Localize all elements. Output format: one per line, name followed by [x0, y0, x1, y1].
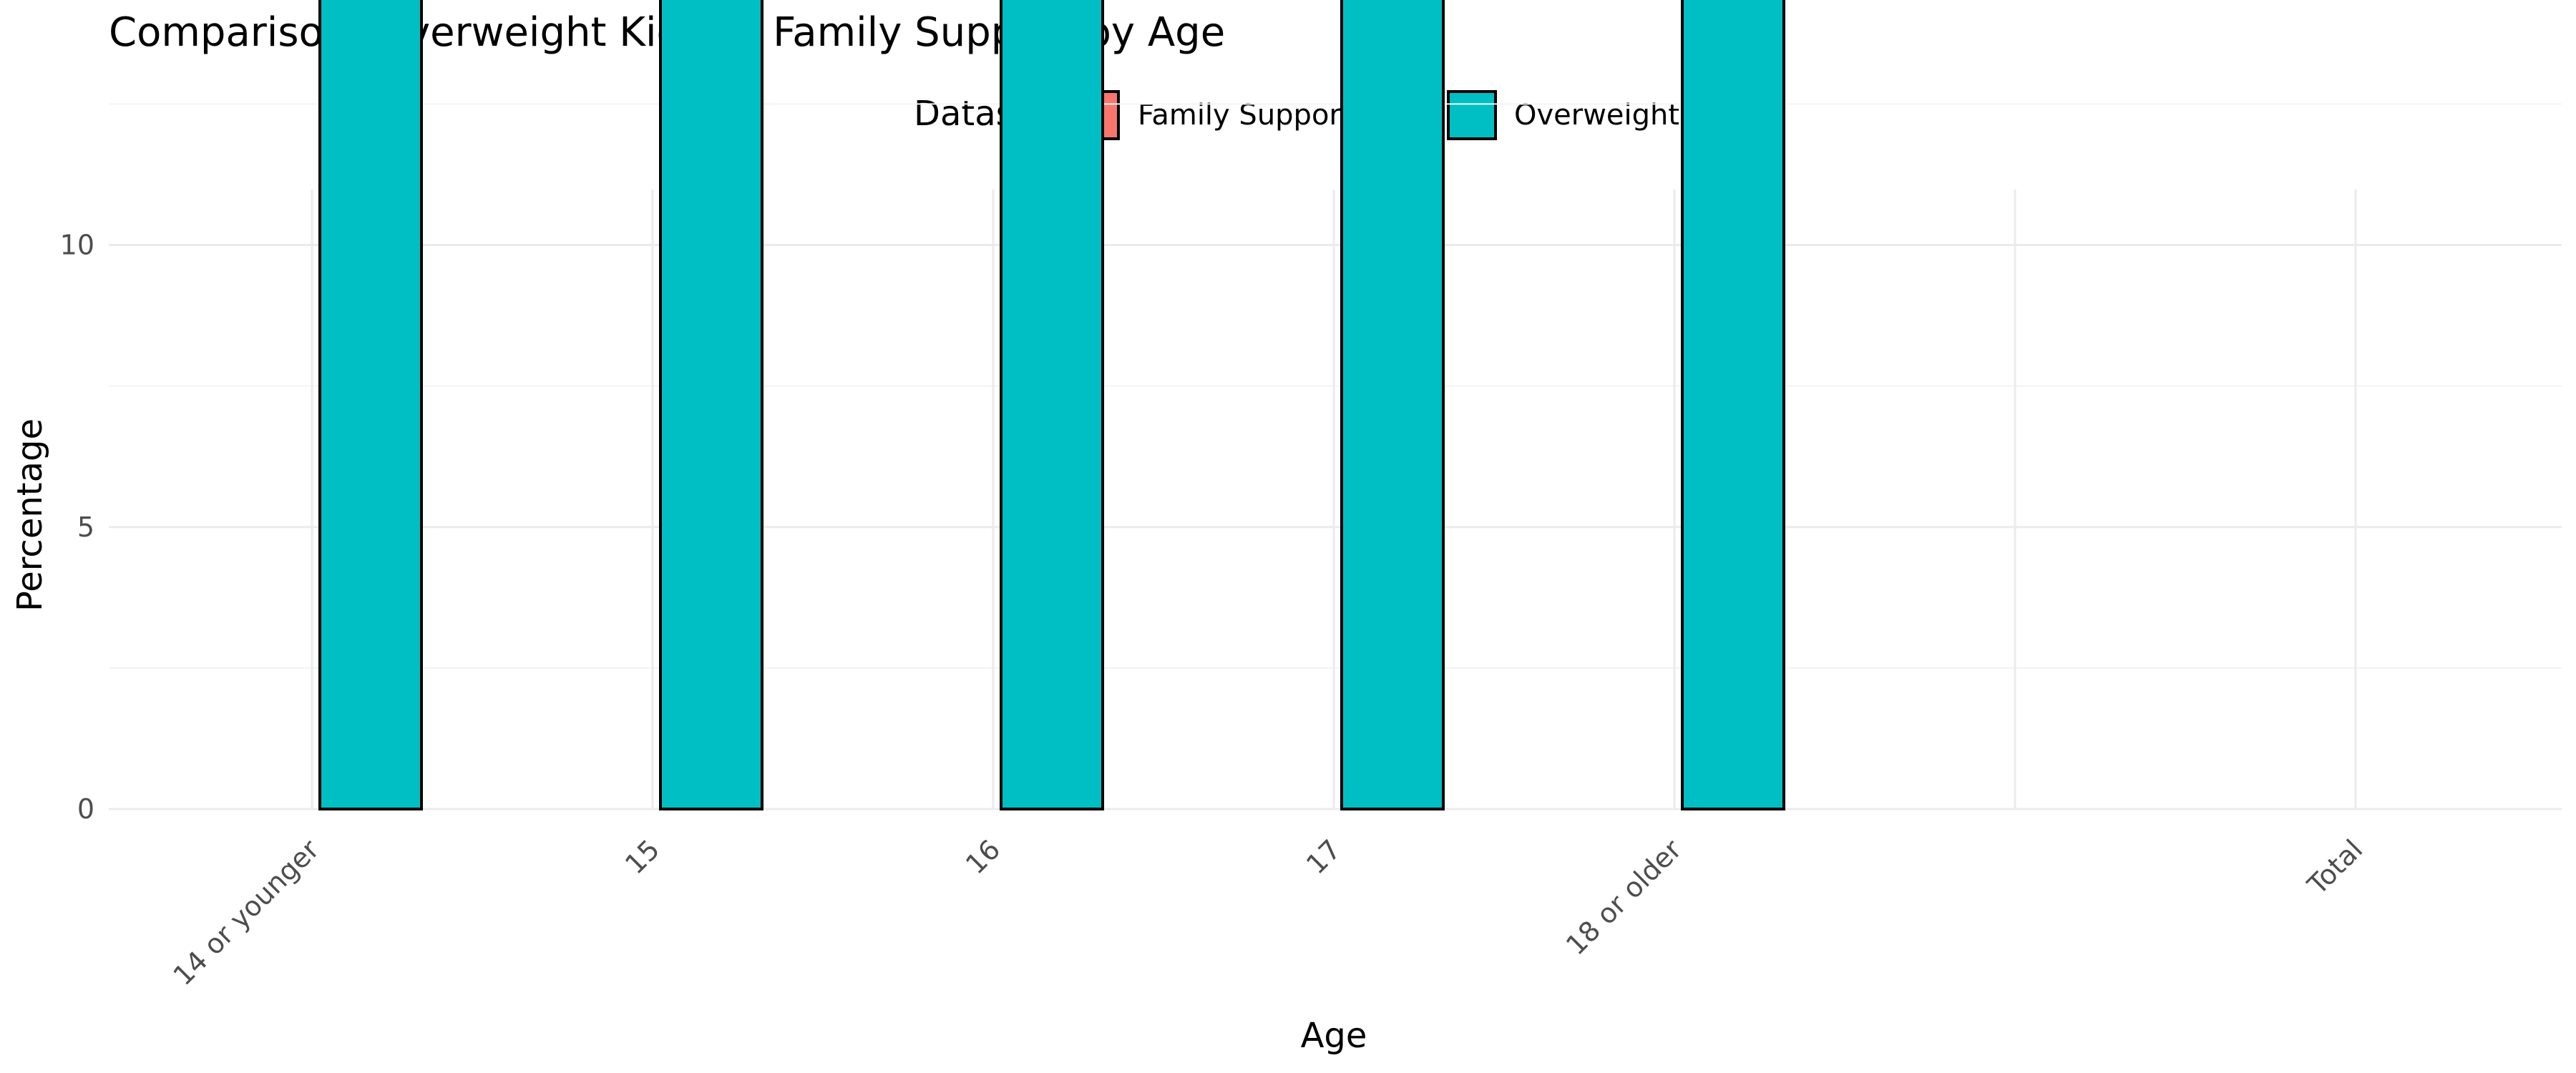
bar-overweight	[1681, 0, 1785, 810]
bar-overweight	[659, 0, 763, 810]
bar-overweight	[318, 0, 423, 810]
bar-overweight	[1340, 0, 1445, 810]
x-tick-label: Total	[2301, 833, 2369, 901]
x-tick-label: 17	[1300, 833, 1347, 880]
bars	[318, 0, 1785, 811]
legend-swatch-overweight	[1447, 90, 1497, 140]
x-tick-label: 16	[960, 833, 1006, 880]
y-tick-label: 5	[77, 511, 94, 543]
y-axis-label: Percentage	[10, 418, 50, 612]
y-tick-label: 0	[77, 793, 94, 825]
x-tick-label: 15	[619, 833, 665, 880]
x-axis-ticks: 14 or younger 15 16 17 18 or older Total	[167, 833, 2368, 991]
y-axis-ticks: 05101520	[60, 230, 94, 825]
x-axis-label: Age	[1301, 1016, 1367, 1056]
y-tick-label: 10	[60, 230, 94, 261]
bar-overweight	[1000, 0, 1104, 811]
x-tick-label: 18 or older	[1560, 833, 1688, 961]
x-tick-label: 14 or younger	[167, 833, 325, 991]
grid	[109, 103, 2562, 810]
